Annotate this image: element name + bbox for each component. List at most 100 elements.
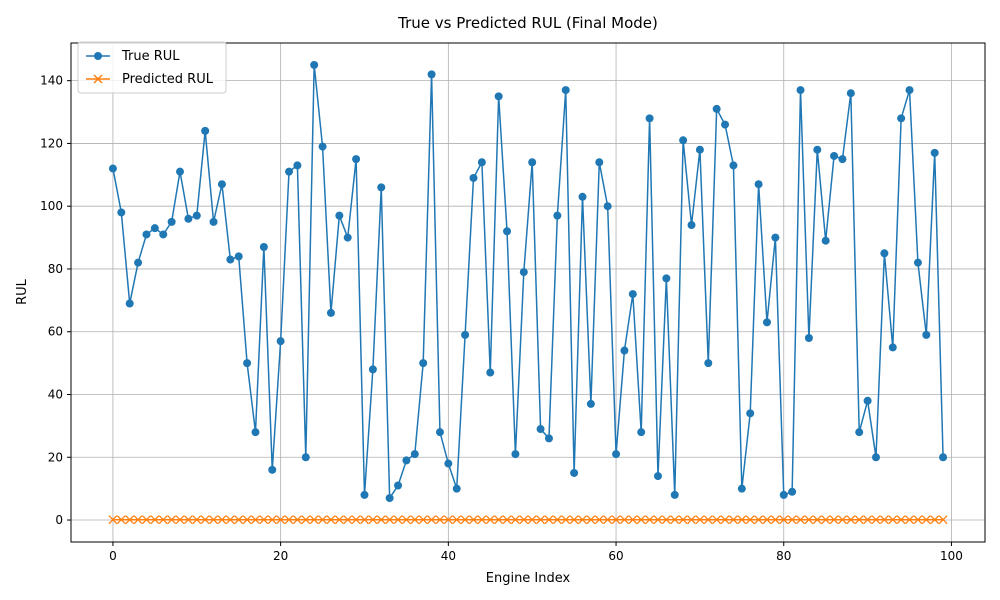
predicted-rul-point xyxy=(393,515,403,525)
true-rul-point xyxy=(268,465,277,474)
predicted-rul-point xyxy=(837,515,847,525)
predicted-rul-point xyxy=(410,515,420,525)
true-rul-point xyxy=(704,359,713,368)
predicted-rul-point xyxy=(259,515,269,525)
true-rul-point xyxy=(729,161,738,170)
true-rul-point xyxy=(385,494,394,503)
true-rul-point xyxy=(561,86,570,95)
true-rul-point xyxy=(712,104,721,113)
predicted-rul-point xyxy=(183,515,193,525)
predicted-rul-point xyxy=(469,515,478,525)
predicted-rul-point xyxy=(435,515,445,525)
true-rul-point xyxy=(830,151,839,160)
x-tick-label: 40 xyxy=(441,549,456,563)
true-rul-point xyxy=(788,487,797,496)
true-rul-point xyxy=(888,343,897,352)
predicted-rul-point xyxy=(561,515,571,525)
x-tick-label: 60 xyxy=(608,549,623,563)
true-rul-point xyxy=(511,450,520,459)
true-rul-point xyxy=(670,490,679,499)
predicted-rul-point xyxy=(385,515,395,525)
true-rul-point xyxy=(880,249,889,258)
true-rul-point xyxy=(125,299,134,308)
true-rul-point xyxy=(544,434,553,443)
true-rul-point xyxy=(234,252,243,261)
true-rul-point xyxy=(679,136,688,145)
true-rul-point xyxy=(402,456,411,465)
true-rul-point xyxy=(494,92,503,101)
true-rul-point xyxy=(217,180,226,189)
y-tick-label: 60 xyxy=(48,325,63,339)
predicted-rul-point xyxy=(167,515,177,525)
true-rul-point xyxy=(477,158,486,167)
true-rul-point xyxy=(813,145,822,154)
true-rul-point xyxy=(134,258,143,267)
y-tick-label: 20 xyxy=(48,450,63,464)
predicted-rul-point xyxy=(678,515,688,525)
true-rul-point xyxy=(863,396,872,405)
predicted-rul-point xyxy=(888,515,898,525)
predicted-rul-point xyxy=(720,515,730,525)
predicted-rul-point xyxy=(653,515,663,525)
predicted-rul-point xyxy=(267,515,277,525)
predicted-rul-point xyxy=(846,515,856,525)
true-rul-point xyxy=(377,183,386,192)
true-rul-point xyxy=(486,368,495,377)
predicted-rul-point xyxy=(804,515,814,525)
true-rul-point xyxy=(192,211,201,220)
predicted-rul-point xyxy=(703,515,713,525)
predicted-rul-point xyxy=(745,515,755,525)
predicted-rul-point xyxy=(762,515,772,525)
predicted-rul-point xyxy=(603,515,613,525)
true-rul-point xyxy=(251,428,260,437)
predicted-rul-point xyxy=(301,515,311,525)
predicted-rul-point xyxy=(670,515,680,525)
predicted-rul-point xyxy=(217,515,227,525)
x-tick-label: 100 xyxy=(940,549,963,563)
predicted-rul-point xyxy=(376,515,386,525)
predicted-rul-point xyxy=(460,515,470,525)
true-rul-point xyxy=(871,453,880,462)
predicted-rul-point xyxy=(611,515,621,525)
true-rul-point xyxy=(301,453,310,462)
true-rul-point xyxy=(419,359,428,368)
true-rul-point xyxy=(117,208,126,217)
predicted-rul-point xyxy=(125,515,135,525)
predicted-rul-point xyxy=(578,515,587,525)
predicted-rul-point xyxy=(871,515,881,525)
predicted-rul-point xyxy=(619,515,629,525)
predicted-rul-point xyxy=(401,515,411,525)
predicted-rul-point xyxy=(687,515,696,525)
true-rul-point xyxy=(536,425,545,434)
true-rul-point xyxy=(503,227,512,236)
predicted-rul-point xyxy=(133,515,143,525)
predicted-rul-point xyxy=(116,515,126,525)
predicted-rul-point xyxy=(536,515,546,525)
predicted-rul-point xyxy=(695,515,705,525)
predicted-rul-point xyxy=(251,515,260,525)
true-rul-point xyxy=(570,468,579,477)
true-rul-point xyxy=(687,221,696,230)
true-rul-point xyxy=(452,484,461,493)
true-rul-point xyxy=(226,255,235,264)
legend-label-predicted: Predicted RUL xyxy=(122,72,214,87)
true-rul-point xyxy=(276,337,285,346)
true-rul-point xyxy=(662,274,671,283)
legend-marker-predicted xyxy=(93,74,103,84)
predicted-rul-point xyxy=(779,515,789,525)
predicted-rul-point xyxy=(728,515,738,525)
true-rul-point xyxy=(846,89,855,98)
y-tick-label: 40 xyxy=(48,387,63,401)
y-tick-label: 0 xyxy=(55,513,63,527)
true-rul-point xyxy=(293,161,302,170)
true-rul-point xyxy=(150,224,159,233)
y-tick-label: 140 xyxy=(40,74,63,88)
predicted-rul-point xyxy=(628,515,638,525)
predicted-rul-point xyxy=(930,515,940,525)
true-rul-point xyxy=(310,60,319,69)
legend: True RUL Predicted RUL xyxy=(77,41,227,94)
true-rul-point xyxy=(201,126,210,135)
true-rul-point xyxy=(352,155,361,164)
predicted-rul-point xyxy=(913,515,923,525)
